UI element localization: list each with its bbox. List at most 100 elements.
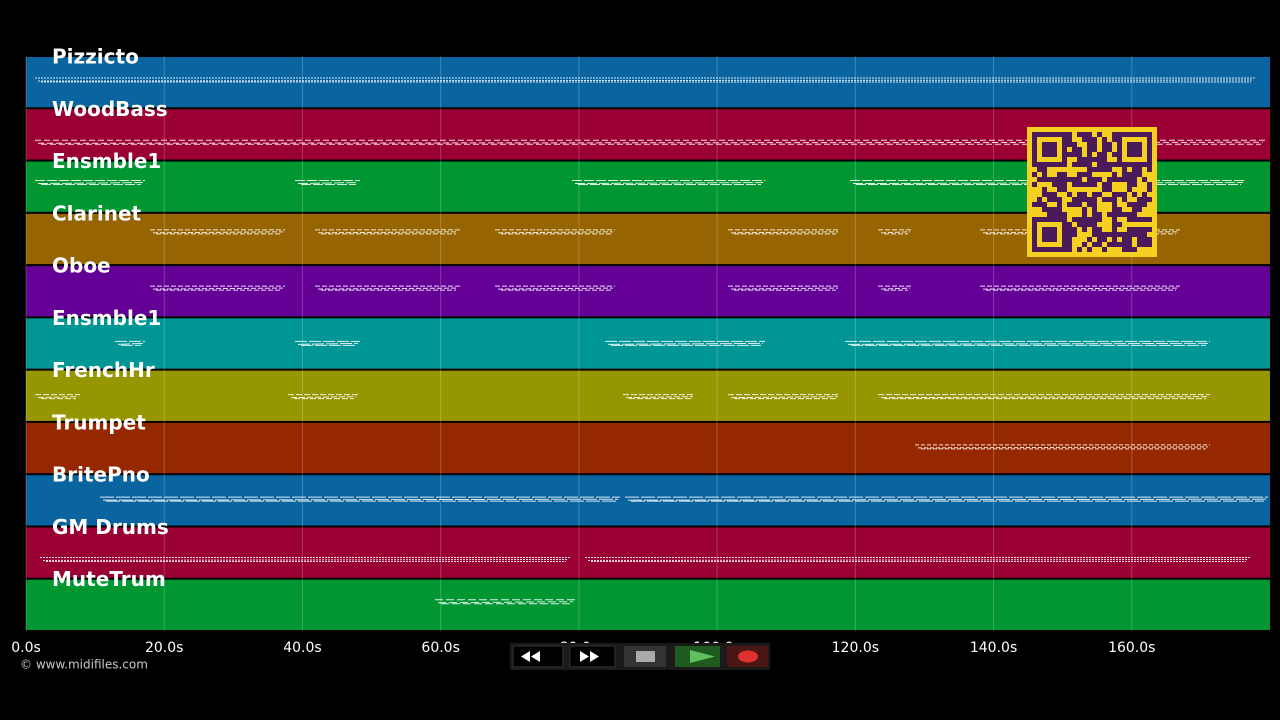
qr-module xyxy=(1032,232,1037,237)
qr-module xyxy=(1087,152,1092,157)
qr-module xyxy=(1057,212,1062,217)
qr-module xyxy=(1072,227,1077,232)
qr-module xyxy=(1072,202,1077,207)
qr-module xyxy=(1142,192,1147,197)
qr-module xyxy=(1082,172,1087,177)
qr-module xyxy=(1097,167,1102,172)
qr-module xyxy=(1142,197,1147,202)
qr-module xyxy=(1117,147,1122,152)
qr-module xyxy=(1142,177,1147,182)
qr-module xyxy=(1092,182,1097,187)
qr-module xyxy=(1087,162,1092,167)
qr-module xyxy=(1097,152,1102,157)
track-name: Clarinet xyxy=(52,201,142,225)
qr-module xyxy=(1107,242,1112,247)
qr-module xyxy=(1117,242,1122,247)
qr-module xyxy=(1132,177,1137,182)
qr-module xyxy=(1067,237,1072,242)
qr-module xyxy=(1042,232,1047,237)
qr-module xyxy=(1042,147,1047,152)
qr-module xyxy=(1082,162,1087,167)
track-name: GM Drums xyxy=(52,515,169,539)
note-trace xyxy=(37,396,79,399)
qr-module xyxy=(1037,132,1042,137)
qr-module xyxy=(1077,202,1082,207)
qr-module xyxy=(1142,162,1147,167)
qr-module xyxy=(1042,162,1047,167)
qr-module xyxy=(1047,232,1052,237)
qr-module xyxy=(1102,152,1107,157)
qr-module xyxy=(1067,142,1072,147)
qr-module xyxy=(1032,142,1037,147)
qr-module xyxy=(1042,227,1047,232)
qr-module xyxy=(1097,217,1102,222)
qr-module xyxy=(1127,202,1132,207)
qr-module xyxy=(1147,137,1152,142)
qr-module xyxy=(1042,177,1047,182)
qr-module xyxy=(1047,147,1052,152)
qr-module xyxy=(1137,152,1142,157)
qr-module xyxy=(1052,207,1057,212)
qr-module xyxy=(1062,147,1067,152)
qr-module xyxy=(1097,177,1102,182)
qr-module xyxy=(1127,217,1132,222)
qr-module xyxy=(1057,172,1062,177)
qr-module xyxy=(1107,162,1112,167)
record-button[interactable] xyxy=(727,646,768,667)
qr-module xyxy=(1087,177,1092,182)
qr-module xyxy=(1082,222,1087,227)
note-trace xyxy=(152,231,284,234)
qr-module xyxy=(1097,237,1102,242)
qr-module xyxy=(1062,232,1067,237)
qr-module xyxy=(1127,212,1132,217)
qr-module xyxy=(1107,182,1112,187)
qr-module xyxy=(1112,212,1117,217)
qr-module xyxy=(1067,232,1072,237)
track-name: MuteTrum xyxy=(52,567,166,591)
qr-module xyxy=(1112,137,1117,142)
qr-module xyxy=(1092,217,1097,222)
qr-module xyxy=(1057,182,1062,187)
qr-module xyxy=(1097,192,1102,197)
qr-module xyxy=(1052,212,1057,217)
qr-module xyxy=(1062,182,1067,187)
note-trace xyxy=(880,231,911,234)
qr-module xyxy=(1032,242,1037,247)
qr-module xyxy=(1062,237,1067,242)
qr-module xyxy=(1047,177,1052,182)
qr-module xyxy=(1132,142,1137,147)
rewind-button[interactable] xyxy=(512,645,564,668)
qr-module xyxy=(1087,157,1092,162)
qr-module xyxy=(1147,182,1152,187)
fast-forward-button[interactable] xyxy=(569,645,616,668)
qr-module xyxy=(1122,172,1127,177)
qr-module xyxy=(1102,187,1107,192)
qr-module xyxy=(1147,162,1152,167)
qr-module xyxy=(1032,172,1037,177)
qr-module xyxy=(1087,247,1092,252)
qr-module xyxy=(1062,152,1067,157)
qr-module xyxy=(1102,167,1107,172)
qr-module xyxy=(1047,217,1052,222)
note-trace xyxy=(982,287,1179,290)
track-row xyxy=(26,370,1270,421)
qr-module xyxy=(1137,162,1142,167)
qr-module xyxy=(1047,152,1052,157)
qr-module xyxy=(1092,212,1097,217)
qr-module xyxy=(1077,247,1082,252)
qr-module xyxy=(1127,132,1132,137)
qr-module xyxy=(1132,167,1137,172)
qr-module xyxy=(1127,242,1132,247)
note-trace xyxy=(574,182,764,185)
note-trace xyxy=(152,287,284,290)
track-name: FrenchHr xyxy=(52,358,155,382)
track-name: Ensmble1 xyxy=(52,306,161,330)
qr-module xyxy=(1072,182,1077,187)
qr-module xyxy=(1062,222,1067,227)
qr-module xyxy=(1147,147,1152,152)
stop-button[interactable] xyxy=(624,646,666,667)
play-button[interactable] xyxy=(675,646,720,667)
track-name: WoodBass xyxy=(52,97,168,121)
qr-module xyxy=(1037,167,1042,172)
track-name: Ensmble1 xyxy=(52,149,161,173)
